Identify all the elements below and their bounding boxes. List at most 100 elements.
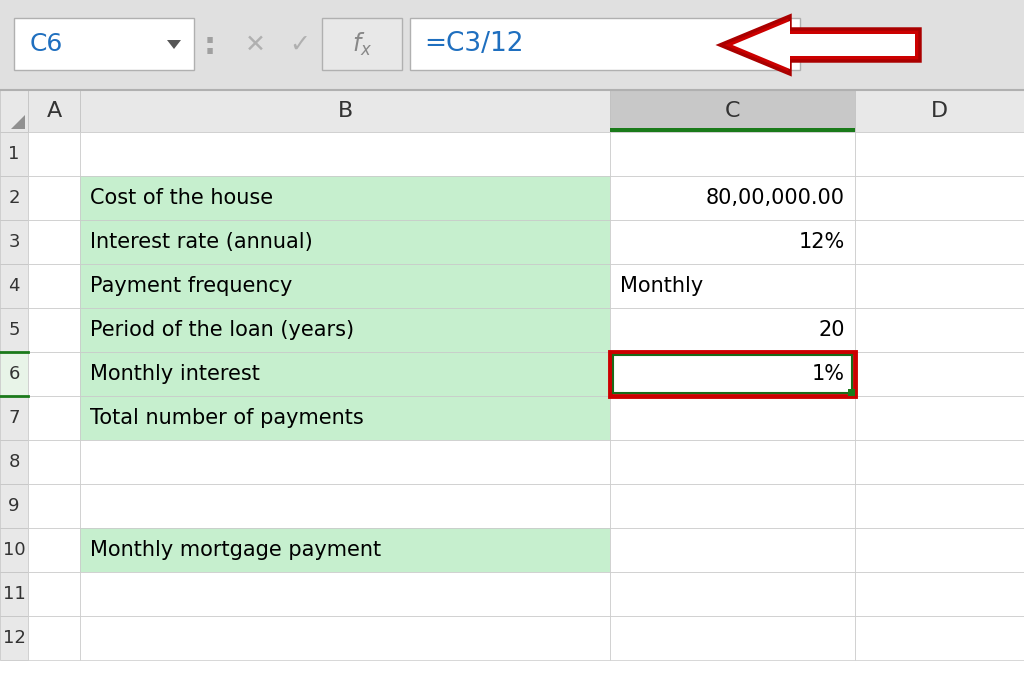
Bar — [610, 396, 855, 440]
Bar — [855, 176, 1024, 220]
Text: 2: 2 — [8, 189, 19, 207]
Bar — [610, 616, 855, 660]
Bar — [80, 616, 610, 660]
Bar — [80, 220, 610, 264]
Text: 1: 1 — [8, 145, 19, 163]
Bar — [80, 352, 610, 396]
Bar — [848, 389, 855, 396]
Bar — [855, 572, 1024, 616]
Text: A: A — [46, 101, 61, 121]
Text: C: C — [725, 101, 740, 121]
Bar — [610, 484, 855, 528]
Text: Monthly interest: Monthly interest — [90, 364, 260, 384]
Bar — [28, 572, 80, 616]
Text: ✓: ✓ — [290, 33, 310, 57]
Bar — [0, 352, 28, 396]
Bar — [855, 132, 1024, 176]
Bar — [28, 484, 80, 528]
Text: 10: 10 — [3, 541, 26, 559]
Bar — [0, 90, 1024, 132]
Bar — [855, 264, 1024, 308]
Bar — [14, 18, 194, 70]
Bar — [610, 572, 855, 616]
Text: Cost of the house: Cost of the house — [90, 188, 273, 208]
Text: 9: 9 — [8, 497, 19, 515]
Bar — [855, 220, 1024, 264]
Bar — [0, 132, 28, 176]
Polygon shape — [720, 16, 920, 74]
Bar — [610, 128, 855, 132]
Bar — [855, 528, 1024, 572]
Bar — [0, 616, 28, 660]
Bar — [80, 264, 610, 308]
Bar — [610, 308, 855, 352]
Text: 7: 7 — [8, 409, 19, 427]
Polygon shape — [732, 21, 795, 69]
Bar — [28, 264, 80, 308]
Bar — [610, 132, 855, 176]
Bar — [28, 90, 80, 132]
Bar — [855, 616, 1024, 660]
Text: 4: 4 — [8, 277, 19, 295]
Bar — [28, 308, 80, 352]
Bar — [0, 572, 28, 616]
Bar — [28, 352, 80, 396]
Bar — [28, 220, 80, 264]
Bar — [0, 264, 28, 308]
Text: 3: 3 — [8, 233, 19, 251]
Bar — [80, 484, 610, 528]
Bar — [0, 220, 28, 264]
Text: 12: 12 — [3, 629, 26, 647]
Bar — [80, 176, 610, 220]
Bar — [0, 0, 1024, 90]
Text: 8: 8 — [8, 453, 19, 471]
Bar — [613, 355, 852, 393]
Bar — [28, 440, 80, 484]
Text: 1%: 1% — [812, 364, 845, 384]
Bar — [855, 308, 1024, 352]
Bar — [0, 90, 28, 132]
Bar — [0, 440, 28, 484]
Bar — [610, 176, 855, 220]
Text: :: : — [204, 31, 216, 60]
Bar — [28, 396, 80, 440]
Text: D: D — [931, 101, 948, 121]
Bar — [28, 176, 80, 220]
Bar — [610, 90, 855, 132]
Text: $f_x$: $f_x$ — [352, 31, 372, 58]
Bar — [610, 352, 855, 396]
Bar — [0, 396, 28, 440]
Bar — [80, 396, 610, 440]
Bar — [855, 396, 1024, 440]
Bar — [80, 528, 610, 572]
Bar — [28, 132, 80, 176]
Bar — [80, 90, 610, 132]
Bar — [0, 90, 1024, 694]
Text: 11: 11 — [3, 585, 26, 603]
Bar — [80, 132, 610, 176]
Bar — [855, 352, 1024, 396]
Bar — [610, 440, 855, 484]
Text: C6: C6 — [30, 32, 63, 56]
Bar — [322, 18, 402, 70]
Text: Payment frequency: Payment frequency — [90, 276, 293, 296]
Bar — [80, 440, 610, 484]
Bar — [28, 616, 80, 660]
Bar — [610, 352, 855, 396]
Bar — [855, 440, 1024, 484]
Text: Period of the loan (years): Period of the loan (years) — [90, 320, 354, 340]
Bar — [410, 18, 800, 70]
Text: 20: 20 — [818, 320, 845, 340]
Bar — [855, 484, 1024, 528]
Bar — [0, 528, 28, 572]
Bar — [28, 528, 80, 572]
Polygon shape — [11, 115, 25, 129]
Text: 80,00,000.00: 80,00,000.00 — [706, 188, 845, 208]
Text: Monthly: Monthly — [620, 276, 703, 296]
Bar — [610, 528, 855, 572]
Text: Interest rate (annual): Interest rate (annual) — [90, 232, 312, 252]
Text: 12%: 12% — [799, 232, 845, 252]
Text: Monthly mortgage payment: Monthly mortgage payment — [90, 540, 381, 560]
Bar — [80, 572, 610, 616]
Text: B: B — [337, 101, 352, 121]
